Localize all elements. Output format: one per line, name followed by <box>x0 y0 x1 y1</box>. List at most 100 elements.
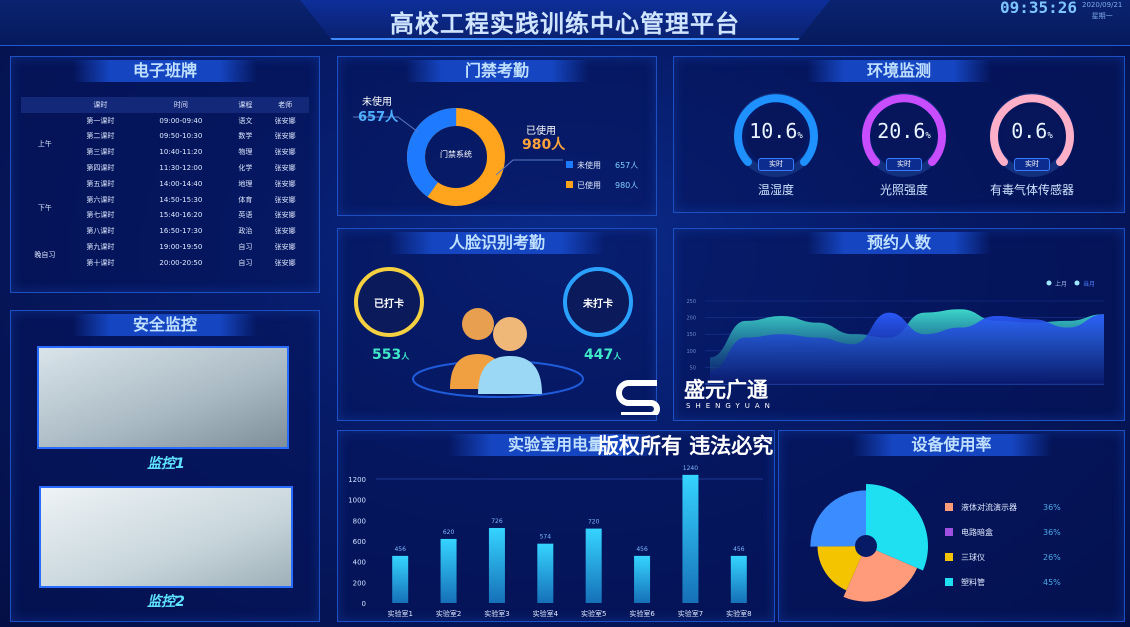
panel-title: 实验室用电量 <box>447 434 665 456</box>
header-cell: 时间 <box>132 97 230 113</box>
table-row: 晚自习 第九课时 19:00-19:50 自习 张安娜 <box>21 239 309 259</box>
people-icon <box>450 308 542 394</box>
booking-panel: 预约人数 50 100 150 200 250 上月 当月 <box>673 228 1125 421</box>
bar-value-label: 620 <box>443 529 455 536</box>
security-panel: 安全监控 监控1 监控2 <box>10 310 320 622</box>
legend-label: 上月 <box>1055 280 1067 288</box>
x-tick-label: 实验室4 <box>533 609 559 618</box>
legend-value: 36% <box>1043 528 1061 537</box>
y-tick-label: 50 <box>690 365 696 371</box>
bar <box>730 555 747 603</box>
date-display: 2020/09/21 星期一 <box>1082 0 1122 22</box>
bar-value-label: 1240 <box>683 465 698 472</box>
camera-label-1: 监控1 <box>147 456 185 472</box>
legend-swatch <box>945 578 953 586</box>
x-tick-label: 实验室2 <box>436 609 461 618</box>
schedule-panel: 电子班牌 课时 时间 课程 老师 上午 第一课时 09:00-09:40 语文 张安娜 第二课时 0… <box>10 56 320 293</box>
table-cell: 张安娜 <box>274 195 296 204</box>
y-tick-label: 250 <box>686 299 696 305</box>
table-cell: 第一课时 <box>86 116 115 125</box>
table-cell: 化学 <box>238 164 253 173</box>
table-cell: 物理 <box>238 148 253 157</box>
table-row: 第四课时 11:30-12:00 化学 张安娜 <box>21 160 309 176</box>
page-title: 高校工程实践训练中心管理平台 <box>390 10 740 38</box>
panel-title: 电子班牌 <box>72 60 258 82</box>
bar <box>440 538 457 603</box>
bar-value-label: 574 <box>540 534 552 541</box>
legend-value: 45% <box>1043 578 1061 587</box>
header-cell: 课程 <box>229 97 262 113</box>
schedule-table: 课时 时间 课程 老师 上午 第一课时 09:00-09:40 语文 张安娜 第二课时 09:50-… <box>21 97 309 271</box>
header-cell: 老师 <box>261 97 309 113</box>
watermark-brand: 盛元广通 <box>684 378 768 402</box>
checked-value: 553 <box>372 347 402 363</box>
table-cell: 19:00-19:50 <box>159 243 203 252</box>
gauge-label: 光照强度 <box>879 183 928 197</box>
y-tick-label: 200 <box>353 579 366 587</box>
y-tick-label: 1200 <box>348 476 366 484</box>
used-value: 980人 <box>522 137 566 153</box>
checked-count: 553人 <box>372 347 409 363</box>
brand-logo-icon <box>615 375 665 418</box>
date: 2020/09/21 <box>1082 1 1123 9</box>
camera-feed-2[interactable] <box>39 486 293 588</box>
table-cell: 张安娜 <box>274 164 296 173</box>
legend-label: 已使用 <box>577 181 601 190</box>
access-donut <box>353 108 563 206</box>
gauge-arc <box>862 93 946 177</box>
used-label: 已使用 <box>526 126 556 137</box>
equipment-pie-chart: 液体对流演示器 36% 电路暗盒 36% 三球仪 26% 塑料管 45% <box>810 484 1061 602</box>
camera-feed-1[interactable] <box>37 346 289 449</box>
table-cell: 15:40-16:20 <box>159 211 203 220</box>
table-cell: 自习 <box>238 258 253 267</box>
title-frame <box>300 0 830 40</box>
legend-swatch <box>566 161 573 168</box>
gauge-value: 0.6% <box>1011 119 1053 143</box>
table-cell: 英语 <box>238 211 253 220</box>
y-tick-label: 150 <box>686 332 696 338</box>
panel-title: 门禁考勤 <box>404 60 590 82</box>
panel-title: 设备使用率 <box>851 434 1052 456</box>
table-cell: 20:00-20:50 <box>159 258 203 267</box>
panel-title: 预约人数 <box>806 232 992 254</box>
legend-value: 657人 <box>615 161 639 170</box>
period-cell: 晚自习 <box>34 250 56 259</box>
weekday: 星期一 <box>1091 12 1113 20</box>
table-row: 第十课时 20:00-20:50 自习 张安娜 <box>21 255 309 271</box>
table-cell: 第七课时 <box>86 211 115 220</box>
unchecked-count: 447人 <box>584 347 621 363</box>
table-cell: 第九课时 <box>86 243 115 252</box>
table-cell: 第六课时 <box>86 195 115 204</box>
gauge-1: 20.6% 实时 光照强度 <box>854 87 954 212</box>
table-cell: 第二课时 <box>86 132 115 141</box>
gauge-0: 10.6% 实时 温湿度 <box>726 87 826 212</box>
bar <box>488 527 505 603</box>
table-row: 下午 第五课时 14:00-14:40 地理 张安娜 <box>21 176 309 212</box>
table-row: 第三课时 10:40-11:20 物理 张安娜 <box>21 144 309 160</box>
realtime-badge: 实时 <box>758 158 794 171</box>
legend-label: 塑料管 <box>961 577 985 587</box>
face-graphics <box>354 267 633 398</box>
panel-title: 环境监测 <box>806 60 992 82</box>
table-cell: 第八课时 <box>86 227 115 236</box>
table-cell: 10:40-11:20 <box>159 148 203 157</box>
legend-label: 电路暗盒 <box>961 527 993 537</box>
legend-label: 当月 <box>1083 280 1095 288</box>
power-panel: 实验室用电量 0 200 400 600 800 1000 1200 456 实验室1 620 实验… <box>337 430 775 622</box>
x-tick-label: 实验室3 <box>484 609 509 618</box>
table-cell: 地理 <box>238 179 253 188</box>
donut-center-label: 门禁系统 <box>440 150 472 159</box>
legend-label: 未使用 <box>577 161 601 170</box>
gauge-label: 温湿度 <box>757 183 794 197</box>
y-tick-label: 0 <box>362 600 366 608</box>
y-tick-label: 200 <box>686 316 696 322</box>
pie-slice <box>843 546 918 602</box>
gauge-2: 0.6% 实时 有毒气体传感器 <box>982 87 1082 212</box>
realtime-badge: 实时 <box>1014 158 1050 171</box>
table-row: 第二课时 09:50-10:30 数学 张安娜 <box>21 129 309 145</box>
table-cell: 数学 <box>238 132 253 141</box>
header-cell: 课时 <box>68 97 133 113</box>
bar <box>537 543 554 603</box>
table-cell: 第五课时 <box>86 179 115 188</box>
area-series-1 <box>710 312 1104 384</box>
